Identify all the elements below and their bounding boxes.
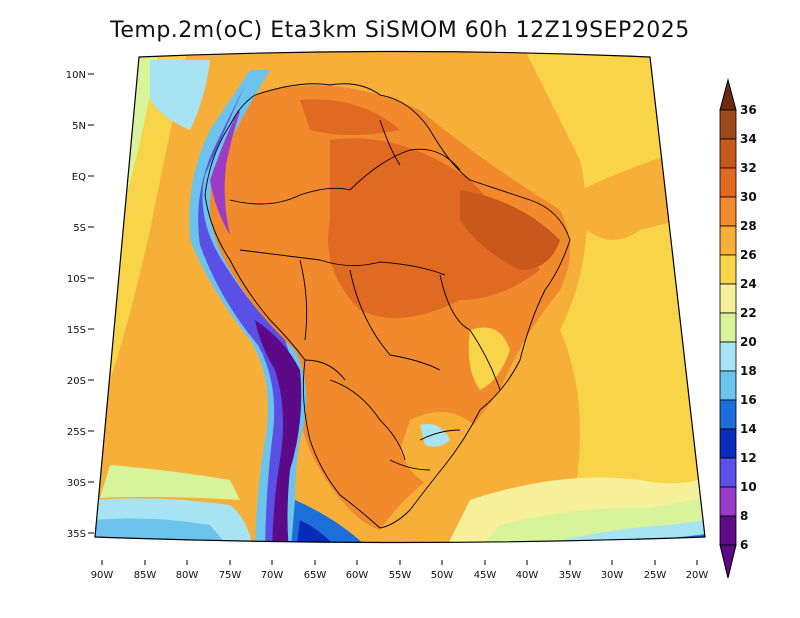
lat-label-30s: 30S xyxy=(67,478,86,489)
colorbar-label: 8 xyxy=(740,509,748,523)
colorbar-label: 26 xyxy=(740,248,757,262)
colorbar-top-arrow xyxy=(719,78,737,111)
colorbar-segment xyxy=(719,138,737,169)
colorbar-label: 6 xyxy=(740,538,748,552)
lat-label-25s: 25S xyxy=(67,427,86,438)
lon-label-50w: 50W xyxy=(431,570,454,581)
colorbar-segment xyxy=(719,370,737,401)
colorbar: 36 34 32 30 28 26 24 22 20 18 16 14 12 10 8 6 xyxy=(719,78,757,579)
colorbar-label: 22 xyxy=(740,306,757,320)
colorbar-segment xyxy=(719,225,737,256)
lon-label-70w: 70W xyxy=(261,570,284,581)
colorbar-segment xyxy=(719,341,737,372)
lat-label-20s: 20S xyxy=(67,376,86,387)
colorbar-label: 36 xyxy=(740,103,757,117)
lon-label-25w: 25W xyxy=(644,570,667,581)
lon-label-75w: 75W xyxy=(219,570,242,581)
country-boundaries xyxy=(204,83,571,529)
colorbar-bottom-arrow xyxy=(719,544,737,579)
colorbar-segment xyxy=(719,486,737,517)
lon-label-90w: 90W xyxy=(91,570,114,581)
colorbar-segment xyxy=(719,399,737,430)
lat-label-10s: 10S xyxy=(67,274,86,285)
lon-label-65w: 65W xyxy=(304,570,327,581)
colorbar-segment xyxy=(719,283,737,314)
latitude-axis: 10N 5N EQ 5S 10S 15S 20S 25S 30S 35S xyxy=(66,70,94,540)
lon-label-60w: 60W xyxy=(346,570,369,581)
colorbar-segment xyxy=(719,428,737,459)
colorbar-label: 20 xyxy=(740,335,757,349)
colorbar-segment xyxy=(719,457,737,488)
lat-label-15s: 15S xyxy=(67,325,86,336)
lon-label-85w: 85W xyxy=(134,570,157,581)
colorbar-segment xyxy=(719,196,737,227)
lon-label-20w: 20W xyxy=(686,570,709,581)
colorbar-label: 10 xyxy=(740,480,757,494)
colorbar-segment xyxy=(719,167,737,198)
lon-label-55w: 55W xyxy=(389,570,412,581)
colorbar-label: 28 xyxy=(740,219,757,233)
colorbar-label: 18 xyxy=(740,364,757,378)
lon-label-45w: 45W xyxy=(474,570,497,581)
colorbar-label: 32 xyxy=(740,161,757,175)
colorbar-label: 24 xyxy=(740,277,757,291)
colorbar-label: 34 xyxy=(740,132,757,146)
lon-label-80w: 80W xyxy=(176,570,199,581)
lat-label-35s: 35S xyxy=(67,529,86,540)
colorbar-label: 16 xyxy=(740,393,757,407)
lat-label-5n: 5N xyxy=(72,121,86,132)
colorbar-segment xyxy=(719,312,737,343)
lat-label-5s: 5S xyxy=(73,223,86,234)
temperature-field xyxy=(95,51,705,543)
lon-label-30w: 30W xyxy=(601,570,624,581)
colorbar-segment xyxy=(719,109,737,140)
colorbar-segment xyxy=(719,254,737,285)
map-title: Temp.2m(oC) Eta3km SiSMOM 60h 12Z19SEP20… xyxy=(110,18,690,43)
colorbar-label: 14 xyxy=(740,422,757,436)
longitude-axis: 90W 85W 80W 75W 70W 65W 60W 55W 50W 45W … xyxy=(91,560,709,581)
colorbar-label: 12 xyxy=(740,451,757,465)
map-frame xyxy=(94,50,706,544)
colorbar-label: 30 xyxy=(740,190,757,204)
colorbar-segment xyxy=(719,515,737,546)
lat-label-eq: EQ xyxy=(72,172,86,183)
lon-label-40w: 40W xyxy=(516,570,539,581)
lat-label-10n: 10N xyxy=(66,70,86,81)
lon-label-35w: 35W xyxy=(559,570,582,581)
